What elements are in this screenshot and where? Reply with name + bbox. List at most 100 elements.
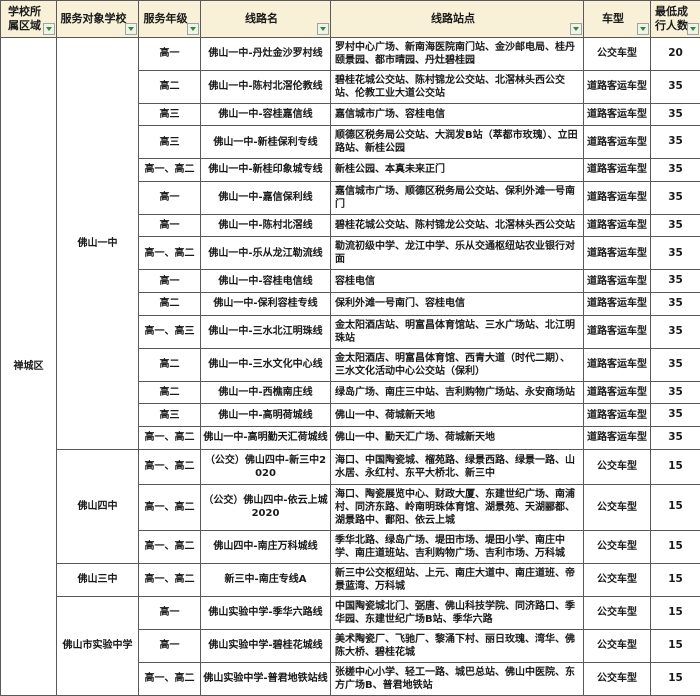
vehicle-type-cell: 公交车型 [584, 530, 651, 563]
grade-cell: 高一 [139, 270, 201, 293]
filter-dropdown-icon[interactable] [637, 23, 649, 35]
vehicle-type-cell: 公交车型 [584, 484, 651, 530]
column-header-route: 线路名 [201, 1, 331, 38]
table-row: 禅城区佛山一中高一佛山一中-丹灶金沙罗村线罗村中心广场、新南海医院南门站、金沙邮… [1, 37, 700, 70]
vehicle-type-cell: 道路客运车型 [584, 348, 651, 381]
grade-cell: 高二 [139, 381, 201, 404]
route-name-cell: （公交）佛山四中-新三中2020 [201, 449, 331, 484]
min-count-cell: 35 [651, 159, 700, 182]
filter-dropdown-icon[interactable] [187, 23, 199, 35]
grade-cell: 高一 [139, 181, 201, 214]
min-count-cell: 35 [651, 181, 700, 214]
stations-cell: 勒流初级中学、龙江中学、乐从交通枢纽站农业银行对面 [331, 237, 584, 270]
route-name-cell: 佛山一中-保利容桂专线 [201, 293, 331, 316]
route-name-cell: 佛山实验中学-碧桂花城线 [201, 629, 331, 662]
stations-cell: 新三中公交枢纽站、上元、南庄大道中、南庄道班、帝景蓝湾、万科城 [331, 563, 584, 596]
stations-cell: 张槎中心小学、轻工一路、城巴总站、佛山中医院、东方广场B、普君地铁站 [331, 662, 584, 695]
column-header-label: 线路站点 [431, 12, 475, 25]
grade-cell: 高二 [139, 293, 201, 316]
route-name-cell: （公交）佛山四中-依云上城2020 [201, 484, 331, 530]
route-name-cell: 佛山一中-陈村北滘线 [201, 214, 331, 237]
grade-cell: 高一、高三 [139, 315, 201, 348]
route-name-cell: 佛山一中-陈村北滘伦教线 [201, 70, 331, 103]
column-header-label: 服务年级 [144, 12, 188, 25]
grade-cell: 高一、高二 [139, 159, 201, 182]
min-count-cell: 35 [651, 237, 700, 270]
min-count-cell: 15 [651, 530, 700, 563]
vehicle-type-cell: 道路客运车型 [584, 103, 651, 126]
route-name-cell: 佛山实验中学-普君地铁站线 [201, 662, 331, 695]
stations-cell: 碧桂花城公交站、陈村锦龙公交站、北滘林头西公交站、伦教工业大道公交站 [331, 70, 584, 103]
vehicle-type-cell: 道路客运车型 [584, 159, 651, 182]
filter-dropdown-icon[interactable] [687, 23, 699, 35]
route-name-cell: 佛山一中-西樵南庄线 [201, 381, 331, 404]
route-name-cell: 佛山一中-三水文化中心线 [201, 348, 331, 381]
filter-dropdown-icon[interactable] [43, 23, 55, 35]
column-header-label: 学校所属区域 [8, 5, 41, 32]
min-count-cell: 35 [651, 348, 700, 381]
stations-cell: 嘉信城市广场、容桂电信 [331, 103, 584, 126]
grade-cell: 高一、高二 [139, 563, 201, 596]
min-count-cell: 35 [651, 315, 700, 348]
route-name-cell: 佛山一中-新桂印象城专线 [201, 159, 331, 182]
grade-cell: 高一、高二 [139, 662, 201, 695]
vehicle-type-cell: 道路客运车型 [584, 270, 651, 293]
grade-cell: 高一 [139, 629, 201, 662]
route-name-cell: 佛山一中-乐从龙江勒流线 [201, 237, 331, 270]
min-count-cell: 35 [651, 103, 700, 126]
route-name-cell: 佛山一中-高明荷城线 [201, 404, 331, 427]
min-count-cell: 35 [651, 214, 700, 237]
grade-cell: 高一、高二 [139, 449, 201, 484]
stations-cell: 绿岛广场、南庄三中站、吉利购物广场站、永安商场站 [331, 381, 584, 404]
school-cell: 佛山四中 [57, 449, 139, 563]
grade-cell: 高一、高二 [139, 530, 201, 563]
vehicle-type-cell: 公交车型 [584, 563, 651, 596]
vehicle-type-cell: 公交车型 [584, 662, 651, 695]
filter-dropdown-icon[interactable] [570, 23, 582, 35]
min-count-cell: 15 [651, 662, 700, 695]
column-header-school: 服务对象学校 [57, 1, 139, 38]
vehicle-type-cell: 道路客运车型 [584, 214, 651, 237]
grade-cell: 高一 [139, 214, 201, 237]
filter-dropdown-icon[interactable] [125, 23, 137, 35]
grade-cell: 高二 [139, 348, 201, 381]
min-count-cell: 35 [651, 270, 700, 293]
stations-cell: 海口、中国陶瓷城、榴苑路、绿景西路、绿景一路、山水居、永红村、东平大桥北、新三中 [331, 449, 584, 484]
route-name-cell: 佛山一中-丹灶金沙罗村线 [201, 37, 331, 70]
grade-cell: 高三 [139, 126, 201, 159]
vehicle-type-cell: 道路客运车型 [584, 126, 651, 159]
min-count-cell: 35 [651, 293, 700, 316]
filter-dropdown-icon[interactable] [317, 23, 329, 35]
column-header-region: 学校所属区域 [1, 1, 57, 38]
vehicle-type-cell: 道路客运车型 [584, 381, 651, 404]
stations-cell: 美术陶瓷厂、飞驰厂、黎涌下村、丽日玫瑰、湾华、佛陈大桥、碧桂花城 [331, 629, 584, 662]
grade-cell: 高一、高二 [139, 237, 201, 270]
header-row: 学校所属区域服务对象学校服务年级线路名线路站点车型最低成行人数 [1, 1, 700, 38]
grade-cell: 高一、高二 [139, 426, 201, 449]
route-name-cell: 佛山一中-嘉信保利线 [201, 181, 331, 214]
route-name-cell: 佛山一中-三水北江明珠线 [201, 315, 331, 348]
stations-cell: 碧桂花城公交站、陈村锦龙公交站、北滘林头西公交站 [331, 214, 584, 237]
min-count-cell: 15 [651, 596, 700, 629]
vehicle-type-cell: 道路客运车型 [584, 181, 651, 214]
route-name-cell: 佛山四中-南庄万科城线 [201, 530, 331, 563]
stations-cell: 容桂电信 [331, 270, 584, 293]
school-cell: 佛山市实验中学 [57, 596, 139, 695]
column-header-label: 服务对象学校 [61, 12, 127, 25]
min-count-cell: 35 [651, 381, 700, 404]
vehicle-type-cell: 公交车型 [584, 629, 651, 662]
grade-cell: 高三 [139, 103, 201, 126]
vehicle-type-cell: 公交车型 [584, 449, 651, 484]
stations-cell: 嘉信城市广场、顺德区税务局公交站、保利外滩一号南门 [331, 181, 584, 214]
vehicle-type-cell: 道路客运车型 [584, 293, 651, 316]
min-count-cell: 15 [651, 484, 700, 530]
min-count-cell: 35 [651, 426, 700, 449]
vehicle-type-cell: 道路客运车型 [584, 404, 651, 427]
vehicle-type-cell: 公交车型 [584, 37, 651, 70]
stations-cell: 佛山一中、勤天汇广场、荷城新天地 [331, 426, 584, 449]
route-name-cell: 佛山一中-新桂保利专线 [201, 126, 331, 159]
min-count-cell: 35 [651, 126, 700, 159]
grade-cell: 高三 [139, 404, 201, 427]
